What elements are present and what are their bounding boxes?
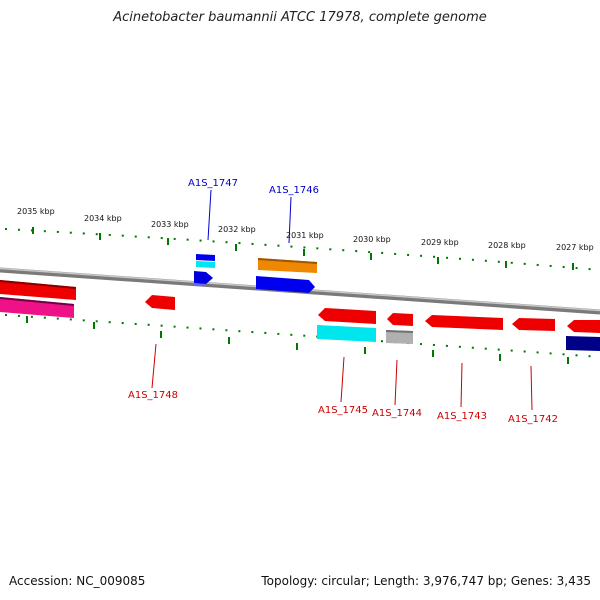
gene-feature-top-edge bbox=[386, 330, 413, 333]
gene-label-A1S_1746[interactable]: A1S_1746 bbox=[269, 185, 319, 196]
kbp-label: 2028 kbp bbox=[488, 241, 526, 250]
gene-feature-left-red[interactable] bbox=[0, 280, 76, 300]
gene-A1S_1745-feature[interactable] bbox=[318, 308, 376, 324]
leader-line bbox=[151, 343, 157, 389]
gene-A1S_1743-feature[interactable] bbox=[425, 315, 503, 330]
leader-line bbox=[207, 189, 212, 241]
kbp-label: 2033 kbp bbox=[151, 220, 189, 229]
forward-strand-features bbox=[194, 254, 317, 293]
leader-line bbox=[340, 356, 345, 403]
gene-feature-left-magenta[interactable] bbox=[0, 297, 74, 318]
scale-labels: 2035 kbp 2034 kbp 2033 kbp 2032 kbp 2031… bbox=[17, 207, 594, 252]
gene-A1S_1746-feature[interactable] bbox=[256, 276, 315, 293]
gene-A1S_1744-sub-feature[interactable] bbox=[386, 330, 413, 344]
kbp-label: 2030 kbp bbox=[353, 235, 391, 244]
gene-feature-top-edge bbox=[0, 280, 76, 289]
upper-tick-track bbox=[4, 227, 600, 271]
gene-label-A1S_1745[interactable]: A1S_1745 bbox=[318, 405, 368, 416]
gene-label-A1S_1742[interactable]: A1S_1742 bbox=[508, 414, 558, 425]
gene-labels: A1S_1747 A1S_1746 A1S_1748 A1S_1745 A1S_… bbox=[128, 178, 558, 425]
genome-title: Acinetobacter baumannii ATCC 17978, comp… bbox=[113, 10, 487, 25]
leader-line bbox=[460, 362, 463, 408]
gene-feature-right-navy[interactable] bbox=[566, 336, 600, 351]
lower-tick-dots bbox=[4, 314, 600, 358]
gene-A1S_1745-sub-feature[interactable] bbox=[317, 325, 376, 342]
gene-A1S_1747-feature[interactable] bbox=[196, 254, 215, 261]
gene-A1S_1747-sub-feature[interactable] bbox=[196, 261, 215, 268]
gene-A1S_1748-feature[interactable] bbox=[145, 295, 175, 310]
gene-feature-top-edge bbox=[258, 258, 317, 264]
kbp-label: 2031 kbp bbox=[286, 231, 324, 240]
leader-line bbox=[530, 365, 533, 411]
leader-line bbox=[288, 196, 292, 244]
kbp-label: 2034 kbp bbox=[84, 214, 122, 223]
kbp-label: 2027 kbp bbox=[556, 243, 594, 252]
gene-feature-arrow[interactable] bbox=[194, 271, 213, 284]
genome-summary-text: Topology: circular; Length: 3,976,747 bp… bbox=[261, 574, 591, 588]
gene-label-A1S_1744[interactable]: A1S_1744 bbox=[372, 408, 422, 419]
kbp-label: 2029 kbp bbox=[421, 238, 459, 247]
gene-A1S_1742-feature[interactable] bbox=[512, 318, 555, 331]
gene-A1S_1744-feature[interactable] bbox=[387, 313, 413, 326]
lower-tick-track bbox=[4, 314, 600, 364]
gene-feature-right-red[interactable] bbox=[567, 320, 600, 333]
gene-label-A1S_1747[interactable]: A1S_1747 bbox=[188, 178, 238, 189]
gene-label-A1S_1743[interactable]: A1S_1743 bbox=[437, 411, 487, 422]
reverse-strand-features bbox=[0, 280, 600, 351]
kbp-label: 2032 kbp bbox=[218, 225, 256, 234]
gene-feature-shadow bbox=[194, 283, 206, 286]
gene-label-A1S_1748[interactable]: A1S_1748 bbox=[128, 390, 178, 401]
gene-feature-top-edge bbox=[0, 297, 74, 306]
kbp-label: 2035 kbp bbox=[17, 207, 55, 216]
leader-line bbox=[394, 359, 398, 406]
accession-text: Accession: NC_009085 bbox=[9, 574, 146, 588]
